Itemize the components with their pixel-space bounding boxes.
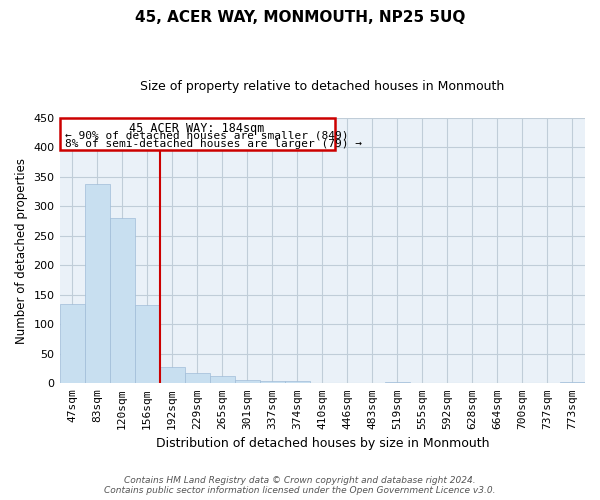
Bar [209,376,235,384]
Bar [260,381,285,384]
Bar [85,184,110,384]
Bar [560,382,585,384]
Bar [134,305,160,384]
Bar [385,382,410,384]
Bar [235,380,260,384]
Y-axis label: Number of detached properties: Number of detached properties [15,158,28,344]
X-axis label: Distribution of detached houses by size in Monmouth: Distribution of detached houses by size … [155,437,489,450]
Bar [59,118,335,150]
Text: 45, ACER WAY, MONMOUTH, NP25 5UQ: 45, ACER WAY, MONMOUTH, NP25 5UQ [135,10,465,25]
Bar [185,372,209,384]
Text: 8% of semi-detached houses are larger (79) →: 8% of semi-detached houses are larger (7… [65,139,362,149]
Text: ← 90% of detached houses are smaller (849): ← 90% of detached houses are smaller (84… [65,131,348,141]
Bar [285,381,310,384]
Text: Contains HM Land Registry data © Crown copyright and database right 2024.
Contai: Contains HM Land Registry data © Crown c… [104,476,496,495]
Bar [160,368,185,384]
Title: Size of property relative to detached houses in Monmouth: Size of property relative to detached ho… [140,80,505,93]
Text: 45 ACER WAY: 184sqm: 45 ACER WAY: 184sqm [130,122,265,136]
Bar [110,218,134,384]
Bar [59,304,85,384]
